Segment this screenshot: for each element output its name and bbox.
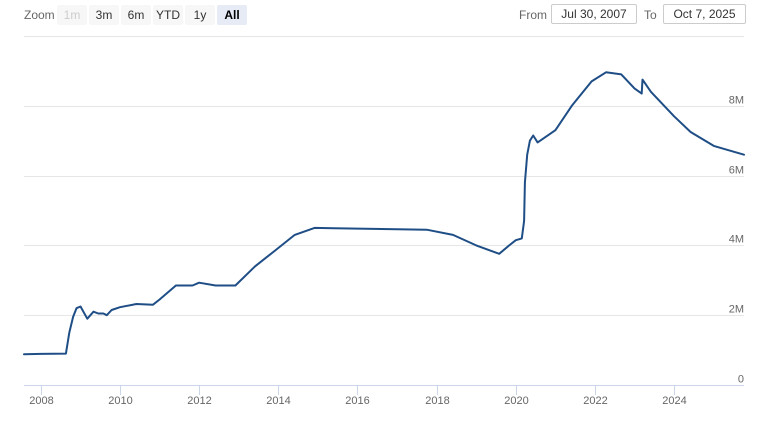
x-tick-label: 2020	[504, 395, 528, 407]
x-tick-label: 2012	[187, 395, 211, 407]
series-line	[23, 71, 745, 356]
y-tick-label: 6M	[729, 165, 744, 177]
zoom-3m-button[interactable]: 3m	[89, 5, 119, 25]
y-tick-label: 4M	[729, 234, 744, 246]
y-tick-label: 8M	[729, 95, 744, 107]
to-label: To	[644, 8, 657, 22]
zoom-ytd-button[interactable]: YTD	[153, 5, 183, 25]
grid-layer	[24, 36, 744, 316]
y-tick-label: 2M	[729, 304, 744, 316]
series-layer	[23, 71, 745, 356]
from-label: From	[519, 8, 547, 22]
zoom-6m-button[interactable]: 6m	[121, 5, 151, 25]
from-date-input[interactable]: Jul 30, 2007	[551, 4, 637, 24]
zoom-label: Zoom	[24, 8, 55, 22]
zoom-1m-button: 1m	[57, 5, 87, 25]
axis-layer: 0 2M 4M 6M 8M 2008 2010 2012 2014 2016 2018 2020 202…	[24, 95, 744, 407]
zoom-all-button[interactable]: All	[217, 5, 247, 25]
x-tick-label: 2014	[266, 395, 290, 407]
x-tick-label: 2018	[425, 395, 449, 407]
x-tick-label: 2010	[108, 395, 132, 407]
to-date-input[interactable]: Oct 7, 2025	[663, 4, 746, 24]
y-tick-label: 0	[738, 374, 744, 386]
zoom-1y-button[interactable]: 1y	[185, 5, 215, 25]
x-tick-label: 2024	[662, 395, 686, 407]
range-selector-toolbar: Zoom 1m 3m 6m YTD 1y All From Jul 30, 20…	[0, 0, 768, 30]
x-tick-label: 2022	[583, 395, 607, 407]
x-tick-label: 2008	[29, 395, 53, 407]
x-tick-label: 2016	[345, 395, 369, 407]
